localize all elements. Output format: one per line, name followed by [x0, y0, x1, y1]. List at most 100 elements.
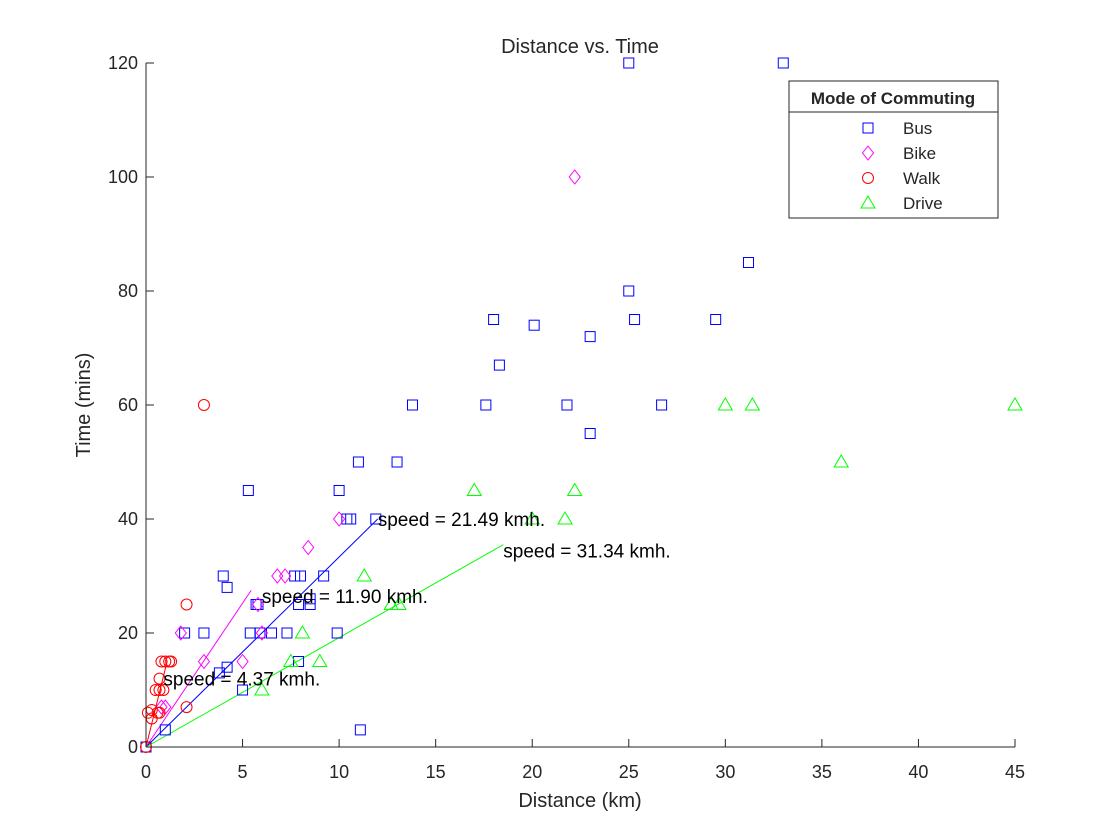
data-point-bike [271, 568, 284, 584]
data-point-bus [179, 627, 191, 639]
data-point-bus [294, 570, 306, 582]
data-point-drive [833, 454, 850, 468]
data-point-bus [293, 599, 305, 610]
data-point-bus [629, 314, 641, 325]
x-tick-label: 45 [1005, 762, 1025, 782]
data-point-drive [294, 625, 311, 639]
data-point-bus [318, 570, 330, 582]
legend-title: Mode of Commuting [811, 89, 975, 108]
chart-title: Distance vs. Time [501, 36, 659, 58]
data-point-walk [180, 701, 193, 714]
data-point-walk [153, 684, 166, 696]
annotations-layer: speed = 4.37 kmh. speed = 11.90 kmh. speed… [163, 510, 670, 691]
data-point-bus [623, 285, 635, 297]
data-point-bus [710, 314, 722, 325]
data-point-walk [157, 684, 170, 696]
speed-annotation: speed = 31.34 kmh. [503, 541, 670, 562]
fit-line-bike [145, 589, 252, 748]
data-point-walk [197, 399, 210, 411]
data-point-drive [311, 653, 328, 667]
data-point-bike [251, 596, 265, 613]
data-point-bus [406, 399, 418, 411]
legend-entry-drive: Drive [860, 194, 943, 213]
data-point-bike [197, 653, 211, 670]
data-point-walk [159, 655, 172, 668]
x-tick-label: 35 [812, 762, 832, 782]
speed-annotation: speed = 11.90 kmh. [262, 587, 428, 608]
legend-marker-drive [860, 195, 876, 209]
data-point-bike [255, 625, 269, 641]
data-point-drive [466, 482, 483, 496]
data-point-bus [159, 724, 171, 736]
x-tick-label: 30 [715, 762, 735, 782]
data-point-bus [623, 57, 635, 69]
legend-label-walk: Walk [903, 169, 941, 188]
legend: Mode of Commuting Bus Bike Walk Drive [788, 80, 999, 219]
data-point-bus [242, 485, 254, 496]
data-point-bus [493, 359, 505, 371]
legend-entry-bus: Bus [862, 119, 932, 138]
data-point-drive [391, 596, 407, 610]
data-point-bus [480, 399, 492, 411]
speed-annotation: speed = 4.37 kmh. [163, 670, 320, 691]
data-point-bus [370, 513, 382, 525]
data-point-bus [213, 667, 225, 679]
data-point-bus [341, 513, 353, 525]
fit-lines-layer [145, 518, 504, 748]
legend-label-bus: Bus [903, 119, 932, 138]
data-point-drive [282, 653, 299, 667]
legend-label-drive: Drive [903, 194, 943, 213]
x-tick-label: 40 [908, 762, 928, 782]
data-point-bus [777, 57, 789, 69]
data-point-bus [743, 257, 755, 268]
legend-marker-bike [861, 145, 875, 161]
data-point-drive [557, 511, 573, 525]
data-point-bus [221, 581, 233, 593]
legend-marker-bus [862, 122, 874, 134]
speed-annotation: speed = 21.49 kmh. [378, 510, 545, 531]
y-tick-label: 120 [108, 53, 138, 73]
data-point-bike [332, 511, 346, 527]
data-point-walk [155, 655, 168, 668]
y-tick-label: 80 [118, 281, 138, 301]
data-point-walk [149, 684, 162, 696]
data-point-drive [253, 682, 270, 696]
data-point-drive [566, 482, 583, 496]
data-point-bus [391, 456, 403, 468]
data-point-drive [717, 397, 734, 411]
x-axis-label: Distance (km) [518, 790, 641, 812]
data-point-bike [278, 568, 292, 584]
data-point-bus [333, 485, 345, 496]
x-tick-label: 10 [329, 762, 349, 782]
points-layer [140, 57, 1023, 753]
data-point-bus [656, 399, 668, 411]
data-point-bus [331, 627, 343, 639]
data-point-bike [302, 539, 315, 556]
y-tick-label: 60 [118, 395, 138, 415]
y-tick-label: 100 [108, 167, 138, 187]
data-point-bus [352, 456, 364, 468]
data-point-walk [165, 655, 178, 668]
data-point-bus [266, 627, 278, 639]
data-point-bus [528, 319, 540, 331]
data-point-bus [354, 724, 366, 736]
x-tick-label: 0 [141, 762, 151, 782]
fit-line-drive [145, 544, 504, 748]
data-point-bus [198, 627, 210, 639]
x-tick-label: 25 [619, 762, 639, 782]
data-point-bus [221, 661, 233, 673]
x-tick-label: 15 [426, 762, 446, 782]
data-point-bus [584, 428, 596, 439]
data-point-bus [584, 331, 596, 343]
legend-entry-walk: Walk [862, 169, 941, 188]
data-point-walk [153, 706, 166, 719]
fit-line-bus [145, 518, 379, 748]
data-point-bike [155, 699, 168, 715]
data-point-bus [217, 570, 229, 582]
legend-entries: Bus Bike Walk Drive [860, 119, 943, 213]
data-point-bus [561, 399, 573, 411]
data-point-walk [180, 598, 193, 611]
x-tick-label: 20 [522, 762, 542, 782]
data-point-bus [304, 599, 316, 610]
